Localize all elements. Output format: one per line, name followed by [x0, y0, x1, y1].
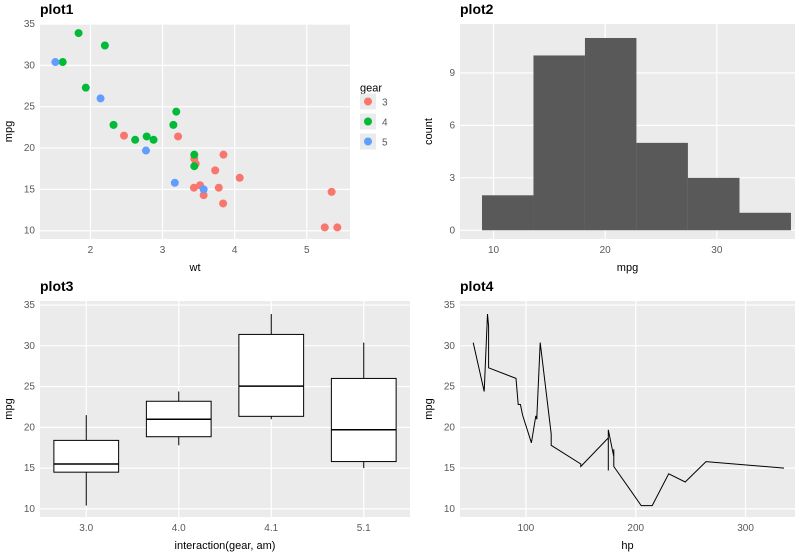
scatter-point [131, 136, 139, 144]
plot-title: plot3 [40, 278, 74, 294]
x-axis-label: mpg [617, 262, 638, 274]
y-tick-label: 25 [444, 382, 456, 393]
y-axis-label: mpg [3, 121, 15, 142]
y-tick-label: 25 [24, 102, 36, 113]
x-tick-label: 300 [737, 523, 754, 534]
histogram-bar [688, 178, 740, 230]
panel-bg [40, 24, 350, 239]
scatter-point [142, 147, 150, 155]
x-tick-label: 4 [232, 245, 238, 256]
box [54, 440, 119, 472]
scatter-point [219, 151, 227, 159]
x-tick-label: 100 [518, 523, 535, 534]
plot-title: plot1 [40, 1, 74, 17]
x-axis-label: hp [621, 540, 633, 552]
legend-key [364, 138, 372, 146]
x-tick-label: 2 [88, 245, 94, 256]
y-tick-label: 9 [449, 68, 455, 79]
y-tick-label: 10 [24, 226, 36, 237]
legend-label: 5 [382, 138, 388, 149]
x-tick-label: 4.1 [264, 523, 278, 534]
x-tick-label: 3.0 [79, 523, 93, 534]
scatter-point [328, 188, 336, 196]
scatter-point [59, 58, 67, 66]
y-tick-label: 30 [24, 341, 36, 352]
y-tick-label: 30 [444, 341, 456, 352]
y-tick-label: 6 [449, 120, 455, 131]
scatter-point [190, 162, 198, 170]
plot-title: plot4 [460, 278, 494, 294]
x-axis-label: interaction(gear, am) [175, 540, 276, 552]
scatter-point [190, 151, 198, 159]
legend-label: 4 [382, 118, 388, 129]
x-tick-label: 5 [304, 245, 310, 256]
scatter-point [333, 223, 341, 231]
plot-title: plot2 [460, 1, 494, 17]
y-tick-label: 10 [444, 504, 456, 515]
legend-key [364, 98, 372, 106]
y-tick-label: 10 [24, 504, 36, 515]
y-tick-label: 15 [24, 184, 36, 195]
x-tick-label: 200 [627, 523, 644, 534]
y-tick-label: 3 [449, 173, 455, 184]
y-tick-label: 35 [24, 19, 36, 30]
x-tick-label: 30 [711, 245, 723, 256]
x-tick-label: 4.0 [172, 523, 186, 534]
scatter-point [211, 166, 219, 174]
scatter-point [215, 184, 223, 192]
plot1-cell: plot1wtmpg2345101520253035gear345 [0, 0, 420, 277]
x-tick-label: 20 [600, 245, 612, 256]
x-tick-label: 3 [160, 245, 166, 256]
y-tick-label: 20 [24, 143, 36, 154]
scatter-point [97, 94, 105, 102]
scatter-point [51, 58, 59, 66]
scatter-point [174, 132, 182, 140]
y-tick-label: 25 [24, 382, 36, 393]
legend-title: gear [360, 83, 382, 95]
scatter-point [321, 223, 329, 231]
y-tick-label: 15 [24, 463, 36, 474]
x-tick-label: 10 [488, 245, 500, 256]
histogram-bar [636, 143, 687, 230]
histogram-bar [585, 38, 636, 230]
scatter-point [101, 42, 109, 50]
scatter-point [75, 29, 83, 37]
plot2-cell: plot2 mpg count 10 20 30 0 3 6 9 [420, 0, 805, 277]
scatter-point [150, 136, 158, 144]
plot3-cell: plot3 interaction(gear, am) mpg 10 15 20 25 30 3… [0, 277, 420, 555]
histogram-bar [482, 195, 533, 230]
scatter-point [200, 185, 208, 193]
panel-bg [460, 301, 795, 517]
scatter-point [82, 84, 90, 92]
histogram-bar [533, 55, 584, 230]
y-tick-label: 35 [444, 300, 456, 311]
y-axis-label: mpg [423, 398, 435, 419]
y-tick-label: 30 [24, 60, 36, 71]
scatter-point [172, 108, 180, 116]
y-tick-label: 35 [24, 300, 36, 311]
y-tick-label: 20 [24, 422, 36, 433]
box [331, 378, 396, 461]
legend-key [364, 118, 372, 126]
scatter-point [236, 174, 244, 182]
box [239, 334, 304, 416]
y-tick-label: 20 [444, 422, 456, 433]
x-axis-label: wt [189, 262, 201, 274]
scatter-point [169, 121, 177, 129]
scatter-point [219, 199, 227, 207]
y-axis-label: count [423, 118, 435, 145]
x-tick-label: 5.1 [357, 523, 371, 534]
scatter-point [190, 184, 198, 192]
legend-label: 3 [382, 98, 388, 109]
plot4-cell: plot4 hp mpg 100 200 300 10 15 20 25 30 35 [420, 277, 805, 555]
scatter-point [143, 132, 151, 140]
y-tick-label: 0 [449, 225, 455, 236]
y-tick-label: 15 [444, 463, 456, 474]
histogram-bar [740, 213, 791, 230]
scatter-point [171, 179, 179, 187]
y-axis-label: mpg [3, 398, 15, 419]
scatter-point [120, 132, 128, 140]
scatter-point [110, 121, 118, 129]
